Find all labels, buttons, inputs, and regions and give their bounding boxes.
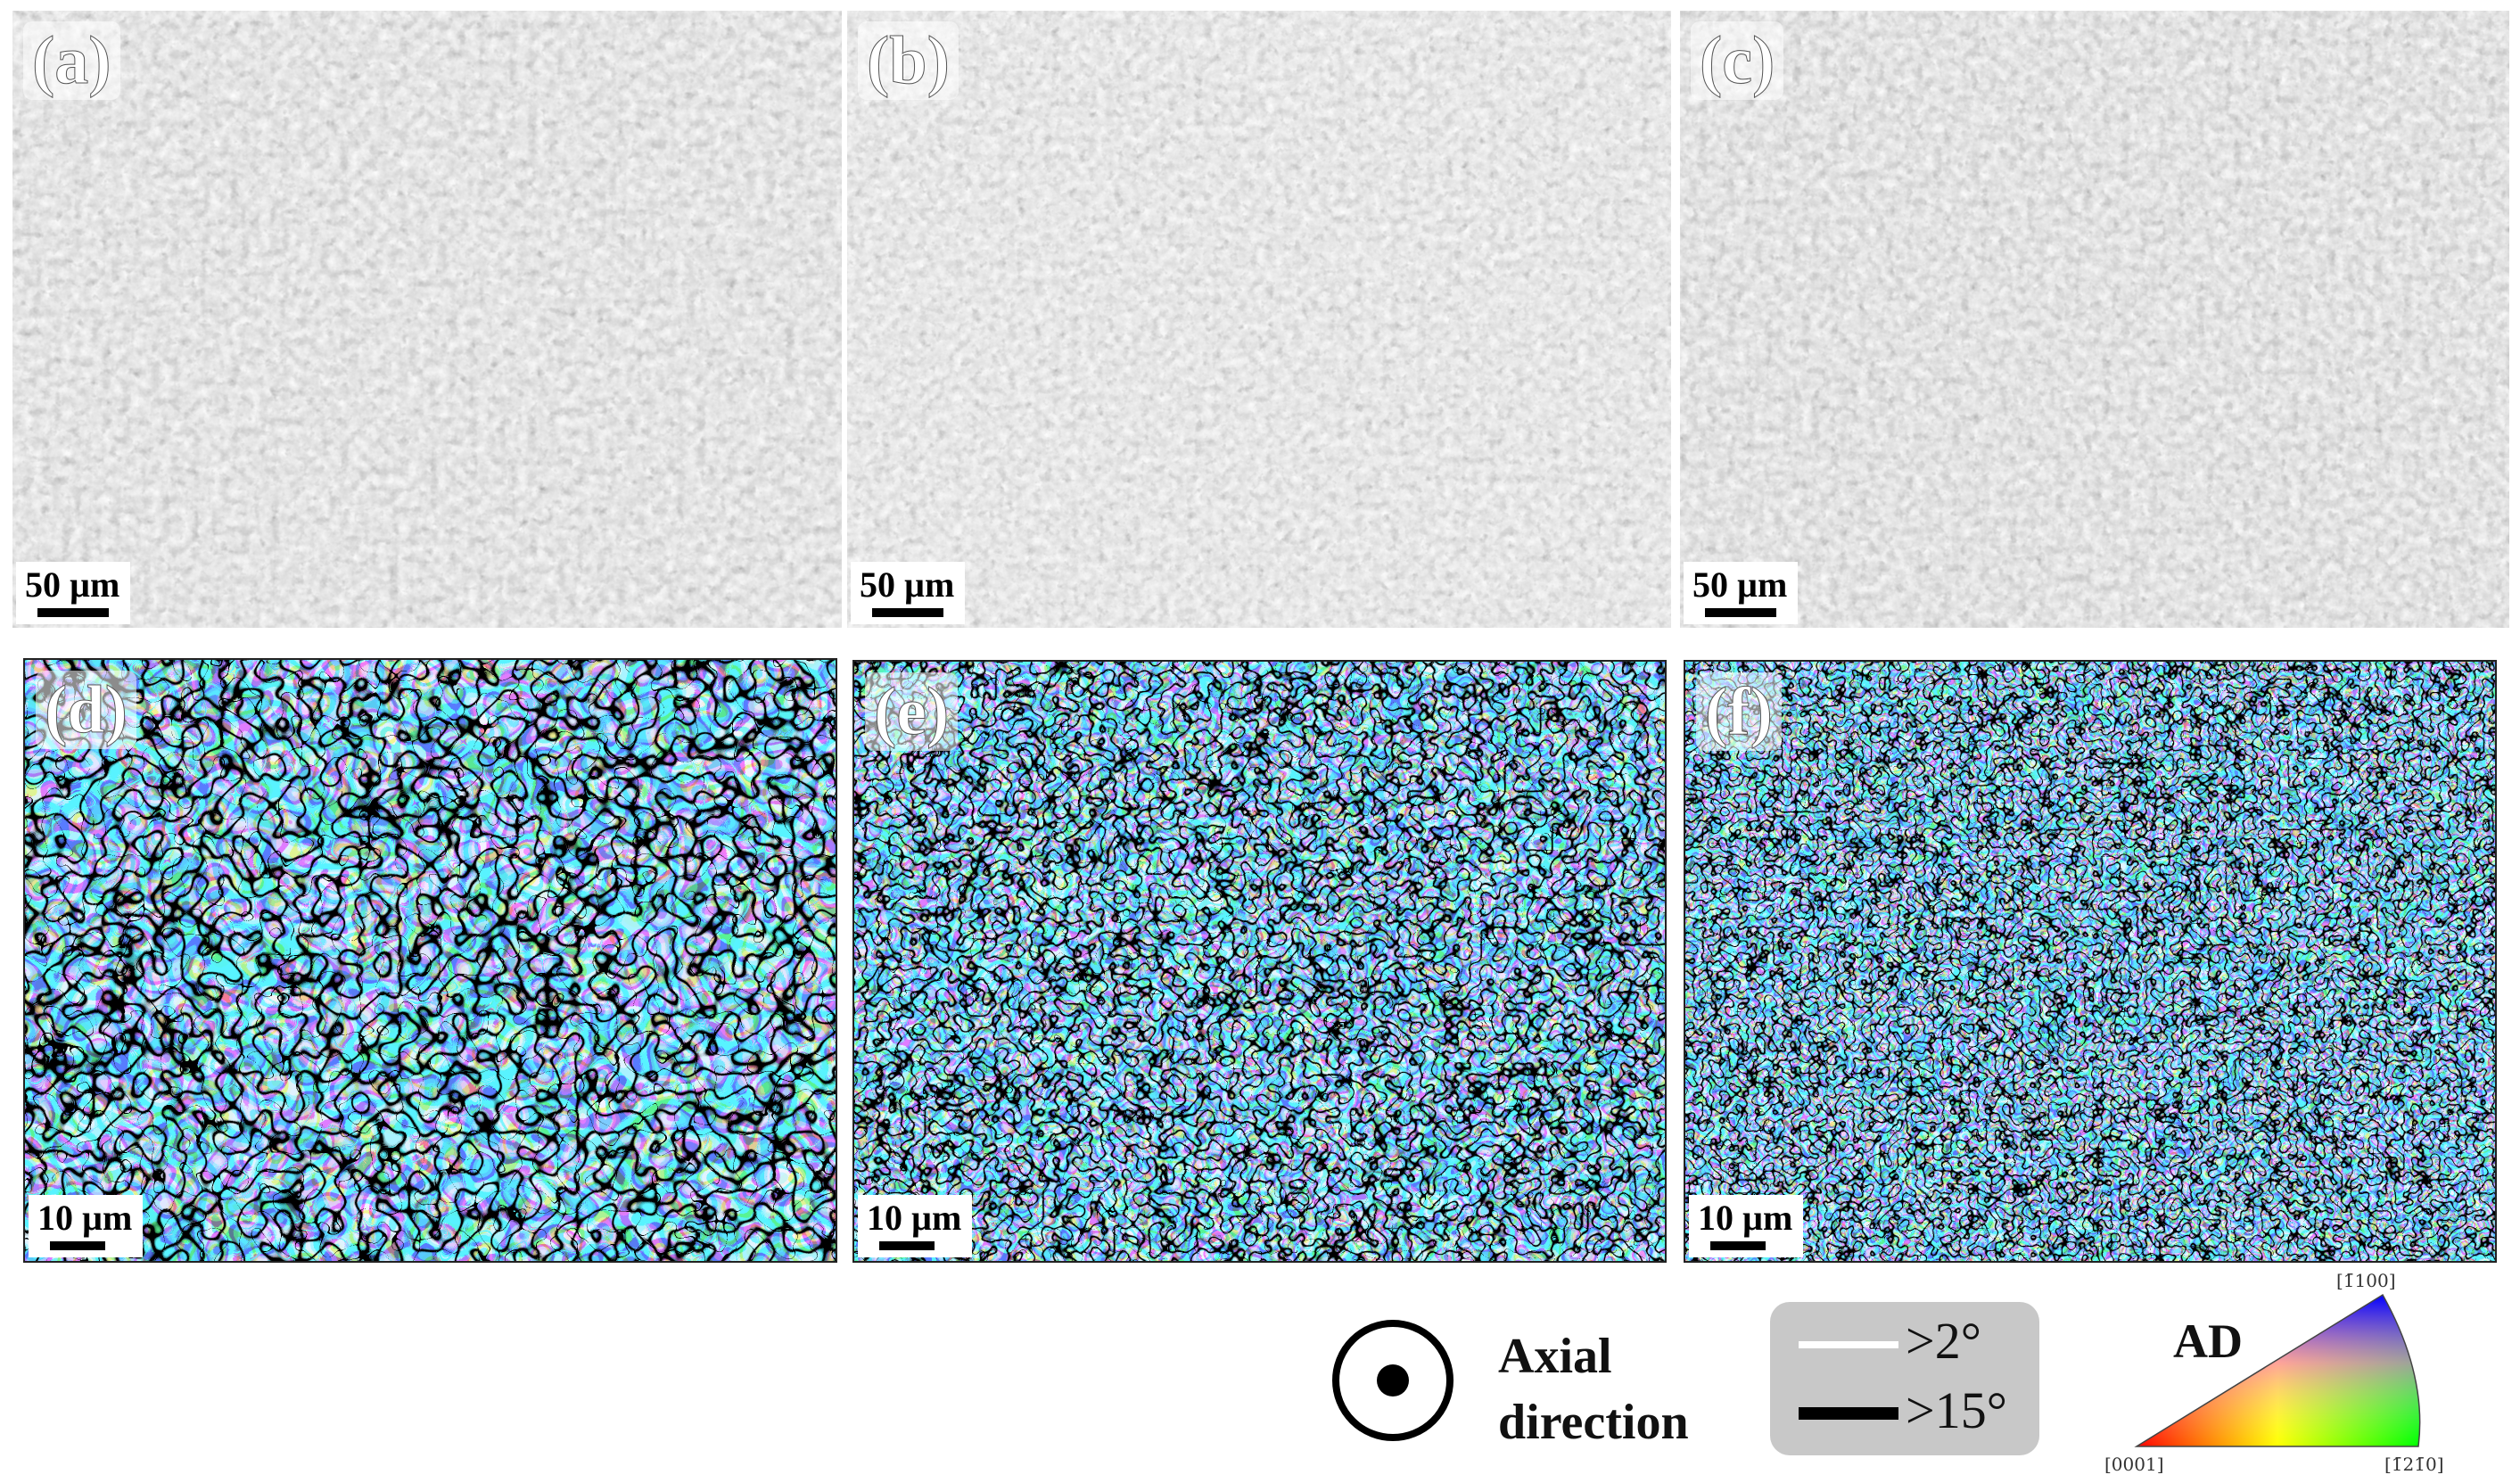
- micrograph-panel-b: (b) 50 µm: [847, 11, 1671, 628]
- ebsd-map-panel-f: (f) 10 µm: [1684, 660, 2497, 1263]
- axial-label-line1: Axial: [1498, 1329, 1612, 1384]
- boundary-label-low: >2°: [1906, 1312, 1981, 1370]
- optical-texture: [847, 11, 1671, 628]
- ebsd-grain-map: [1685, 662, 2495, 1261]
- scale-bar: 10 µm: [29, 1195, 144, 1257]
- scale-bar: 50 µm: [1684, 562, 1799, 624]
- scale-bar: 50 µm: [851, 562, 966, 624]
- ebsd-grain-map: [854, 662, 1665, 1261]
- axial-direction-label: Axial direction: [1498, 1323, 1730, 1455]
- scale-bar-line: [1705, 608, 1776, 617]
- scale-bar-line: [879, 1241, 935, 1250]
- scale-bar-label: 10 µm: [1698, 1198, 1793, 1238]
- scale-bar: 50 µm: [16, 562, 131, 624]
- ipf-triangle: [2134, 1293, 2421, 1447]
- ipf-corner-top: [1̄100]: [2336, 1270, 2396, 1291]
- ipf-color-key: AD [1̄100] [0001] [1̄21̄0]: [2096, 1268, 2479, 1482]
- scale-bar-label: 50 µm: [1692, 564, 1788, 605]
- ebsd-map-panel-e: (e) 10 µm: [852, 660, 1667, 1263]
- scale-bar-label: 50 µm: [860, 564, 955, 605]
- micrograph-panel-a: (a) 50 µm: [12, 11, 842, 628]
- scale-bar-label: 10 µm: [867, 1198, 962, 1238]
- boundary-label-high: >15°: [1906, 1381, 2007, 1439]
- scale-bar-line: [1710, 1241, 1766, 1250]
- ipf-corner-right: [1̄21̄0]: [2384, 1454, 2444, 1475]
- axial-label-line2: direction: [1498, 1395, 1689, 1450]
- panel-label: (d): [36, 671, 136, 749]
- panel-label: (f): [1696, 672, 1782, 751]
- optical-texture: [12, 11, 842, 628]
- micrograph-panel-c: (c) 50 µm: [1680, 11, 2509, 628]
- scale-bar-label: 50 µm: [25, 564, 120, 605]
- panel-label: (c): [1691, 21, 1784, 100]
- boundary-legend: >2° >15°: [1770, 1302, 2039, 1455]
- boundary-line-white: [1799, 1341, 1898, 1348]
- scale-bar-label: 10 µm: [37, 1198, 133, 1238]
- scale-bar: 10 µm: [858, 1195, 973, 1257]
- ebsd-grain-map: [25, 660, 836, 1261]
- optical-texture: [1680, 11, 2509, 628]
- boundary-line-black: [1799, 1407, 1898, 1420]
- ipf-key-title: AD: [2173, 1314, 2243, 1368]
- scale-bar-line: [872, 608, 943, 617]
- scale-bar-line: [50, 1241, 105, 1250]
- panel-label: (b): [858, 21, 959, 100]
- scale-bar: 10 µm: [1689, 1195, 1804, 1257]
- panel-label: (e): [865, 672, 959, 751]
- panel-label: (a): [23, 21, 120, 100]
- scale-bar-line: [37, 608, 109, 617]
- ipf-corner-left: [0001]: [2104, 1454, 2164, 1475]
- ebsd-map-panel-d: (d) 10 µm: [23, 658, 837, 1263]
- axial-direction-icon: [1332, 1320, 1454, 1441]
